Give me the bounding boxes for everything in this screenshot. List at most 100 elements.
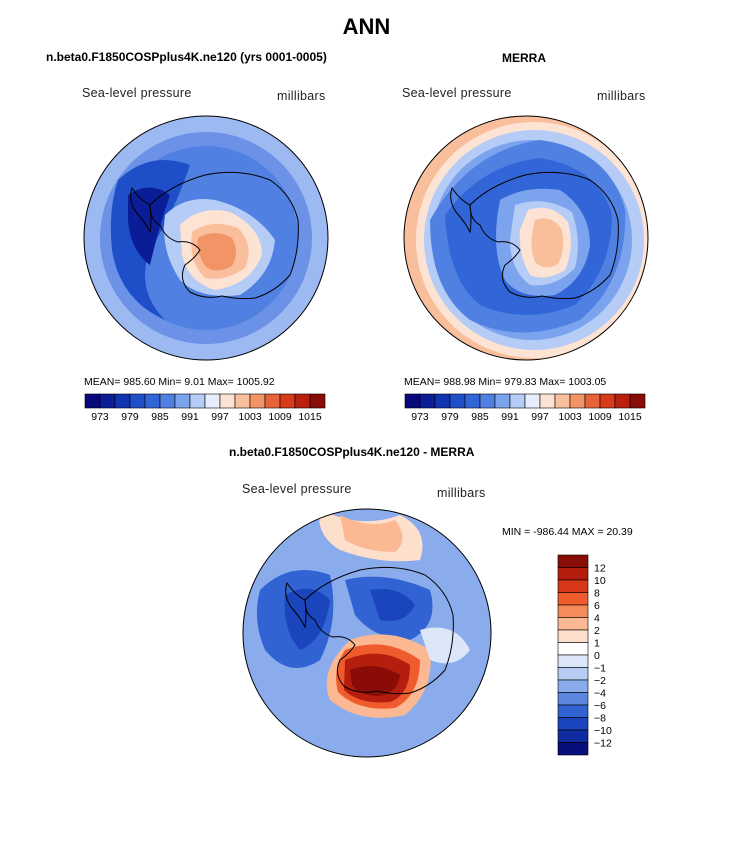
colorbar-cell <box>434 393 451 409</box>
colorbar-tick-label: 997 <box>531 411 549 423</box>
map-model <box>84 116 328 360</box>
colorbar-cell <box>279 393 296 409</box>
colorbar-cell <box>524 393 541 409</box>
map-diff <box>243 509 491 757</box>
peninsula-obs <box>450 186 472 234</box>
colorbar-tick-label: 979 <box>441 411 459 423</box>
colorbar-tick-label: −1 <box>594 663 606 675</box>
colorbar-tick-label: 12 <box>594 563 606 575</box>
colorbar-cell <box>557 642 589 656</box>
colorbar-cell <box>557 617 589 631</box>
colorbar-cell <box>629 393 646 409</box>
units-label-model: millibars <box>277 89 326 103</box>
colorbar-tick-label: −4 <box>594 688 606 700</box>
colorbar-cell <box>509 393 526 409</box>
colorbar-cell <box>557 604 589 618</box>
colorbar-cell <box>294 393 311 409</box>
colorbar-cell <box>234 393 251 409</box>
colorbar-cell <box>189 393 206 409</box>
colorbar-tick-label: 1003 <box>558 411 582 423</box>
colorbar-cell <box>557 729 589 743</box>
variable-label-obs: Sea-level pressure <box>402 86 512 100</box>
colorbar-cell <box>557 742 589 756</box>
colorbar-cell <box>599 393 616 409</box>
stats-obs: MEAN= 988.98 Min= 979.83 Max= 1003.05 <box>404 376 607 388</box>
map-obs <box>404 116 648 360</box>
colorbar-tick-label: 1 <box>594 638 600 650</box>
colorbar-cell <box>249 393 266 409</box>
coastline-diff <box>304 566 454 695</box>
colorbar-tick-label: −2 <box>594 675 606 687</box>
colorbar-cell <box>479 393 496 409</box>
colorbar-tick-label: 973 <box>91 411 109 423</box>
stats-model: MEAN= 985.60 Min= 9.01 Max= 1005.92 <box>84 376 275 388</box>
colorbar-cell <box>174 393 191 409</box>
colorbar-tick-label: 985 <box>151 411 169 423</box>
panel-title-diff: n.beta0.F1850COSPplus4K.ne120 - MERRA <box>229 445 475 459</box>
colorbar-cell <box>557 579 589 593</box>
colorbar-cell <box>264 393 281 409</box>
colorbar-cell <box>557 692 589 706</box>
colorbar-cell <box>309 393 326 409</box>
colorbar-tick-label: 997 <box>211 411 229 423</box>
colorbar-tick-label: 0 <box>594 650 600 662</box>
panel-title-obs: MERRA <box>502 51 546 65</box>
colorbar-cell <box>557 679 589 693</box>
units-label-diff: millibars <box>437 486 486 500</box>
units-label-obs: millibars <box>597 89 646 103</box>
colorbar-tick-label: 979 <box>121 411 139 423</box>
colorbar-tick-label: 1003 <box>238 411 262 423</box>
colorbar-cell <box>539 393 556 409</box>
colorbar-cell <box>557 592 589 606</box>
colorbar-cell <box>114 393 131 409</box>
colorbar-cell <box>557 704 589 718</box>
colorbar-tick-label: −6 <box>594 700 606 712</box>
colorbar-tick-label: 973 <box>411 411 429 423</box>
map-border-diff <box>242 508 492 758</box>
coastline-model <box>149 171 299 300</box>
colorbar-tick-label: 1009 <box>268 411 292 423</box>
colorbar-cell <box>159 393 176 409</box>
colorbar-cell <box>569 393 586 409</box>
colorbar-tick-label: 1015 <box>618 411 642 423</box>
colorbar-cell <box>557 629 589 643</box>
colorbar-cell <box>557 554 589 568</box>
colorbar-tick-label: 991 <box>501 411 519 423</box>
colorbar-cell <box>129 393 146 409</box>
colorbar-cell <box>557 654 589 668</box>
colorbar-cell <box>99 393 116 409</box>
colorbar-tick-label: 1015 <box>298 411 322 423</box>
colorbar-cell <box>144 393 161 409</box>
colorbar-tick-label: 985 <box>471 411 489 423</box>
colorbar-cell <box>404 393 421 409</box>
colorbar-cell <box>494 393 511 409</box>
colorbar-tick-label: 10 <box>594 575 606 587</box>
colorbar-cell <box>419 393 436 409</box>
colorbar-model: 973 979 985 991 997 1003 1009 1015 <box>84 393 326 423</box>
panel-title-model: n.beta0.F1850COSPplus4K.ne120 (yrs 0001-… <box>46 50 327 64</box>
colorbar-cell <box>464 393 481 409</box>
colorbar-tick-label: 4 <box>594 613 600 625</box>
map-border-obs <box>403 115 649 361</box>
colorbar-cell <box>614 393 631 409</box>
colorbar-cell <box>557 717 589 731</box>
colorbar-cell <box>219 393 236 409</box>
colorbar-cell <box>449 393 466 409</box>
colorbar-tick-label: −10 <box>594 725 612 737</box>
variable-label-diff: Sea-level pressure <box>242 482 352 496</box>
colorbar-tick-label: 8 <box>594 588 600 600</box>
variable-label-model: Sea-level pressure <box>82 86 192 100</box>
stats-diff: MIN = -986.44 MAX = 20.39 <box>502 526 633 538</box>
colorbar-obs: 973 979 985 991 997 1003 1009 1015 <box>404 393 646 423</box>
colorbar-tick-label: 2 <box>594 625 600 637</box>
main-title: ANN <box>342 14 391 39</box>
peninsula-diff <box>285 581 307 629</box>
coastline-obs <box>469 171 619 300</box>
colorbar-tick-label: 1009 <box>588 411 612 423</box>
colorbar-tick-label: 6 <box>594 600 600 612</box>
colorbar-tick-label: 991 <box>181 411 199 423</box>
colorbar-cell <box>84 393 101 409</box>
colorbar-cell <box>554 393 571 409</box>
